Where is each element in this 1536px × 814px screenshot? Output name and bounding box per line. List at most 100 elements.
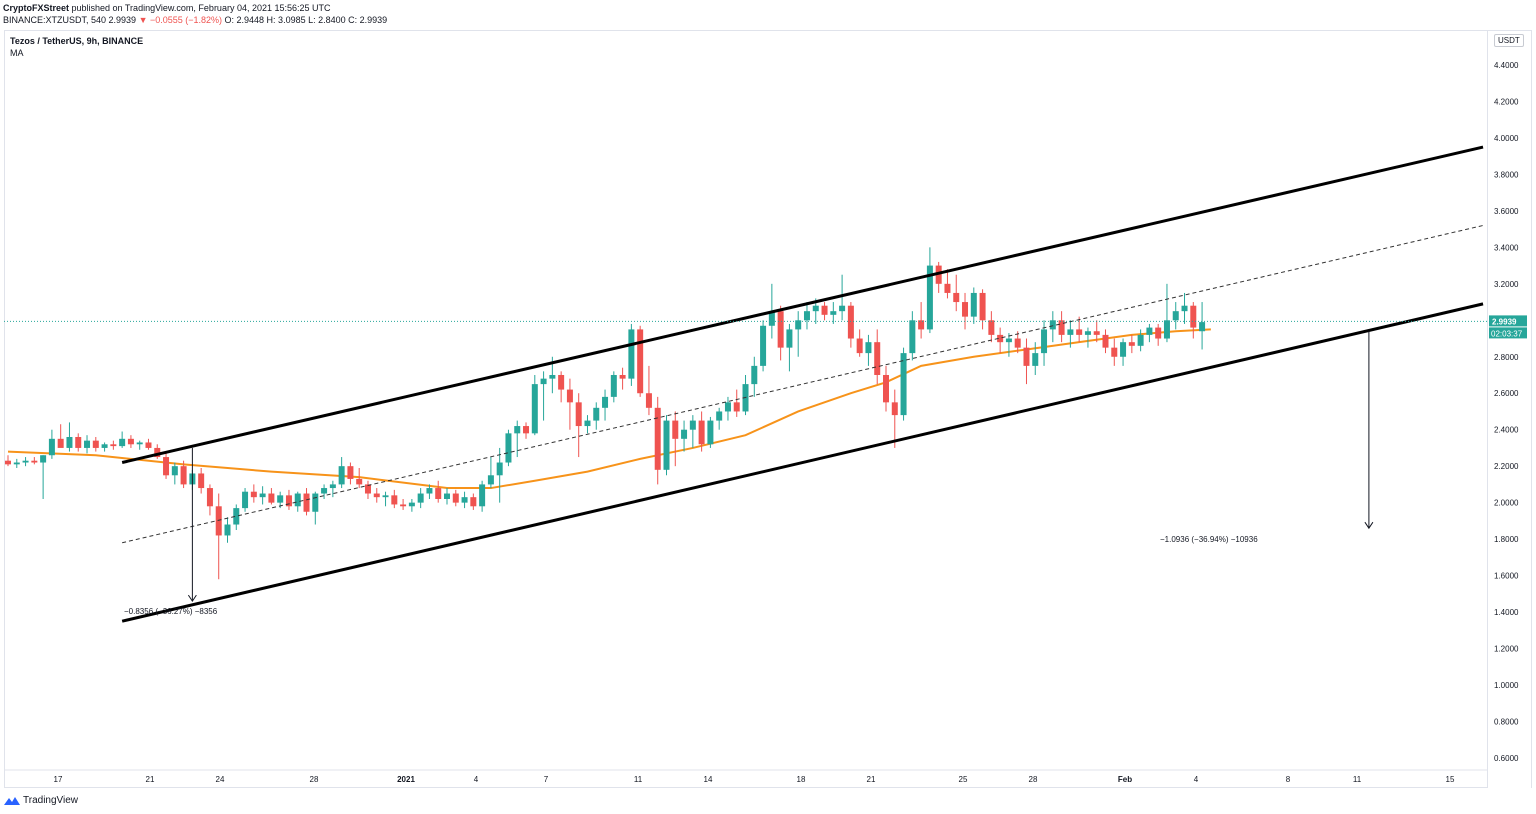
- candle-body: [1102, 334, 1109, 348]
- candle-body: [707, 420, 714, 445]
- channel-upper-line[interactable]: [121, 145, 1484, 464]
- candle-body: [48, 438, 55, 456]
- candle-body: [1137, 334, 1144, 346]
- candle-body: [400, 504, 407, 507]
- candle-body: [461, 497, 468, 503]
- indicator-label[interactable]: MA: [10, 48, 24, 58]
- time-tick-label: 11: [1353, 775, 1362, 784]
- candle-body: [900, 353, 907, 416]
- candle-body: [1120, 342, 1127, 357]
- candle-body: [584, 420, 591, 427]
- candle-body: [13, 462, 20, 465]
- chart-pane[interactable]: [4, 30, 1488, 788]
- candle-body: [329, 484, 336, 489]
- price-tick-label: 1.2000: [1494, 645, 1519, 654]
- candle-body: [523, 426, 530, 434]
- symbol-ohlc-line: BINANCE:XTZUSDT, 540 2.9939 ▼ −0.0555 (−…: [3, 15, 388, 25]
- candle-body: [92, 440, 99, 448]
- time-tick-label: 24: [216, 775, 225, 784]
- candle-body: [1190, 305, 1197, 328]
- time-tick-label: 11: [634, 775, 643, 784]
- candle-body: [487, 475, 494, 485]
- candle-body: [505, 433, 512, 463]
- time-tick-label: 4: [1194, 775, 1199, 784]
- candle-body: [5, 460, 11, 465]
- author-name[interactable]: CryptoFXStreet: [3, 3, 70, 13]
- price-tick-label: 1.6000: [1494, 572, 1519, 581]
- candle-body: [698, 420, 705, 445]
- candle-body: [962, 302, 969, 317]
- candle-body: [285, 495, 292, 507]
- candle-body: [1146, 327, 1153, 335]
- price-tick-label: 3.6000: [1494, 207, 1519, 216]
- price-tick-label: 0.8000: [1494, 717, 1519, 726]
- candle-body: [540, 378, 547, 385]
- tradingview-logo[interactable]: TradingView: [4, 795, 78, 806]
- candle-body: [944, 283, 951, 293]
- price-axis[interactable]: [1488, 30, 1532, 788]
- logo-text: TradingView: [23, 795, 79, 806]
- candle-body: [575, 402, 582, 427]
- candle-body: [154, 447, 161, 458]
- candle-body: [909, 320, 916, 354]
- currency-unit-badge[interactable]: USDT: [1494, 34, 1524, 47]
- candle-body: [75, 436, 82, 448]
- candle-body: [645, 393, 652, 408]
- candle-body: [768, 311, 775, 326]
- candle-body: [628, 329, 635, 379]
- candle-body: [751, 365, 758, 385]
- channel-median-line[interactable]: [122, 224, 1484, 544]
- candle-body: [812, 305, 819, 312]
- candle-body: [1005, 338, 1012, 343]
- candle-body: [215, 506, 222, 536]
- candle-body: [364, 484, 371, 494]
- candle-body: [1014, 338, 1021, 348]
- symbol-title[interactable]: Tezos / TetherUS, 9h, BINANCE: [10, 36, 144, 46]
- candle-body: [891, 402, 898, 416]
- candle-body: [224, 524, 231, 536]
- candle-body: [206, 488, 213, 507]
- time-tick-label: 25: [959, 775, 968, 784]
- candle-body: [856, 338, 863, 354]
- candle-body: [145, 442, 152, 448]
- candle-body: [373, 493, 380, 498]
- candle-body: [180, 466, 187, 485]
- price-tick-label: 3.2000: [1494, 280, 1519, 289]
- candle-body: [1172, 311, 1179, 321]
- candle-body: [321, 488, 328, 494]
- price-tick-label: 1.0000: [1494, 681, 1519, 690]
- candle-body: [970, 292, 977, 317]
- candle-body: [566, 389, 573, 403]
- candle-body: [312, 493, 319, 512]
- measure-arrowhead: [187, 594, 197, 603]
- change-value: ▼ −0.0555 (−1.82%): [138, 15, 223, 25]
- time-tick-label: Feb: [1118, 775, 1132, 784]
- candle-body: [786, 329, 793, 348]
- candle-body: [997, 334, 1004, 343]
- candle-body: [1181, 305, 1188, 312]
- candle-body: [663, 420, 670, 470]
- price-tick-label: 2.8000: [1494, 353, 1519, 362]
- candle-body: [874, 342, 881, 375]
- countdown-tag: [1489, 327, 1527, 339]
- candle-body: [84, 440, 91, 448]
- candle-body: [514, 426, 521, 434]
- candle-body: [724, 402, 731, 412]
- candle-body: [347, 466, 354, 479]
- candle-body: [268, 493, 275, 503]
- candle-body: [444, 493, 450, 499]
- time-tick-label: 28: [1029, 775, 1038, 784]
- candle-body: [57, 438, 64, 448]
- candle-body: [1067, 329, 1074, 335]
- price-tick-label: 1.8000: [1494, 535, 1519, 544]
- candle-body: [1163, 320, 1170, 339]
- measure-arrowhead: [1364, 521, 1374, 530]
- candle-body: [795, 320, 802, 330]
- candle-body: [1084, 331, 1091, 335]
- channel-lower-line[interactable]: [121, 302, 1484, 623]
- candle-body: [1093, 331, 1100, 335]
- price-tick-label: 3.8000: [1494, 170, 1519, 179]
- candle-body: [1199, 322, 1206, 332]
- price-tick-label: 4.0000: [1494, 134, 1519, 143]
